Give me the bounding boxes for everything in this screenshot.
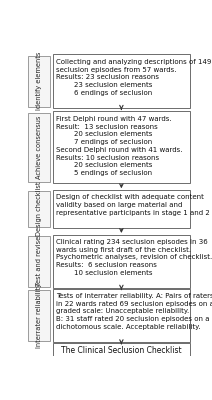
FancyBboxPatch shape: [53, 343, 190, 357]
Text: Identify elements: Identify elements: [36, 52, 42, 110]
Text: The Clinical Seclusion Checklist: The Clinical Seclusion Checklist: [61, 346, 182, 355]
FancyBboxPatch shape: [28, 236, 50, 287]
Text: Collecting and analyzing descriptions of 149
seclusion episodes from 57 wards.
R: Collecting and analyzing descriptions of…: [56, 59, 211, 96]
Text: Design checklist: Design checklist: [36, 182, 42, 236]
Text: Achieve consensus: Achieve consensus: [36, 116, 42, 179]
Text: Interrater reliability: Interrater reliability: [36, 283, 42, 348]
Text: Clinical rating 234 seclusion episodes in 36
wards using first draft of the chec: Clinical rating 234 seclusion episodes i…: [56, 239, 212, 276]
FancyBboxPatch shape: [53, 54, 190, 108]
FancyBboxPatch shape: [53, 235, 190, 288]
Text: First Delphi round with 47 wards.
Result:  13 seclusion reasons
        20 seclu: First Delphi round with 47 wards. Result…: [56, 116, 182, 176]
Text: Test and revise: Test and revise: [36, 236, 42, 286]
FancyBboxPatch shape: [53, 190, 190, 228]
FancyBboxPatch shape: [28, 290, 50, 341]
FancyBboxPatch shape: [28, 56, 50, 106]
FancyBboxPatch shape: [53, 288, 190, 342]
FancyBboxPatch shape: [28, 191, 50, 227]
Text: Design of checklist with adequate content
validity based on large material and
r: Design of checklist with adequate conten…: [56, 194, 209, 216]
FancyBboxPatch shape: [28, 113, 50, 182]
FancyBboxPatch shape: [53, 112, 190, 183]
Text: Tests of interrater reliability. A: Pairs of raters
in 22 wards rated 69 seclusi: Tests of interrater reliability. A: Pair…: [56, 293, 212, 330]
